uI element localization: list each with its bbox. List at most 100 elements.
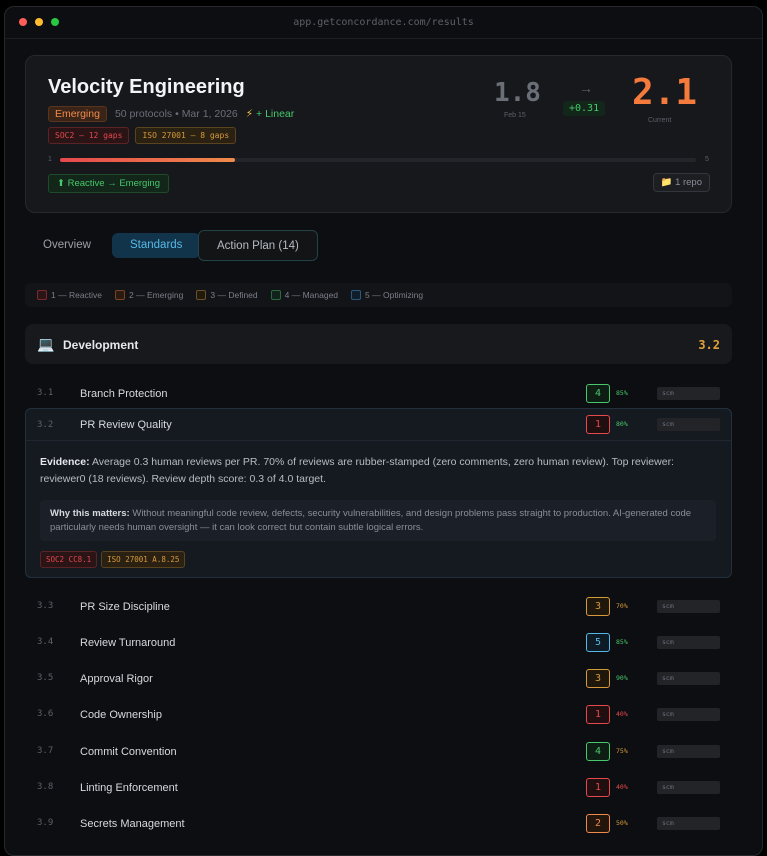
legend-item-optimizing: 5 — Optimizing [351, 290, 423, 300]
level-badge: 1 [586, 778, 610, 797]
laptop-icon: 💻 [37, 336, 55, 352]
standard-row-approval-rigor[interactable]: 3.5 Approval Rigor 3 90% scm [25, 664, 732, 694]
standard-number: 3.4 [37, 637, 54, 647]
source-tag: scm [657, 817, 720, 830]
standard-number: 3.5 [37, 673, 54, 683]
standard-row-review-turnaround[interactable]: 3.4 Review Turnaround 5 85% scm [25, 628, 732, 658]
legend-swatch [37, 290, 47, 300]
section-score: 3.2 [698, 338, 720, 352]
source-tag: scm [657, 745, 720, 758]
source-tag: scm [657, 672, 720, 685]
soc2-control-badge[interactable]: SOC2 CC8.1 [40, 551, 98, 568]
why-body: Without meaningful code review, defects,… [50, 508, 692, 533]
meta-separator: • [175, 108, 179, 120]
current-score-label: Current [648, 117, 672, 124]
confidence-percent: 85% [616, 638, 628, 646]
track-max-label: 5 [705, 156, 709, 163]
folder-icon: 📁 [660, 177, 673, 188]
confidence-percent: 40% [616, 710, 628, 718]
legend-label: 1 — Reactive [51, 290, 103, 300]
source-tag: scm [657, 387, 720, 400]
results-tabs: Overview Standards Action Plan (14) [25, 230, 325, 261]
confidence-percent: 75% [616, 747, 628, 755]
standard-number: 3.3 [37, 601, 54, 611]
current-score: 2.1 [632, 72, 698, 113]
legend-item-defined: 3 — Defined [196, 290, 258, 300]
repo-count-label: 1 repo [675, 177, 702, 188]
legend-swatch [270, 290, 281, 300]
level-badge: 3 [586, 597, 610, 616]
compliance-gaps: SOC2 — 12 gaps ISO 27001 — 8 gaps [48, 127, 237, 144]
confidence-percent: 40% [616, 783, 628, 791]
standard-name: Approval Rigor [80, 673, 153, 685]
tab-action-plan[interactable]: Action Plan (14) [198, 230, 318, 261]
maturity-trend-badge: ⬆ Reactive → Emerging [48, 174, 169, 193]
lightning-icon: ⚡ [245, 108, 254, 120]
standard-name: Branch Protection [80, 388, 168, 400]
standard-number: 3.7 [37, 746, 54, 756]
confidence-percent: 70% [616, 602, 628, 610]
standard-row-secrets-management[interactable]: 3.9 Secrets Management 2 50% scm [25, 809, 732, 839]
standard-number: 3.8 [37, 782, 54, 792]
evidence-text: Evidence: Average 0.3 human reviews per … [40, 454, 710, 488]
iso-control-badge[interactable]: ISO 27001 A.8.25 [101, 551, 186, 568]
standard-number: 3.6 [37, 709, 54, 719]
title-bar: app.getconcordance.com/results [5, 7, 762, 39]
standard-row-commit-convention[interactable]: 3.7 Commit Convention 4 75% scm [25, 737, 732, 767]
standard-name: Linting Enforcement [80, 782, 178, 794]
legend-label: 3 — Defined [210, 290, 258, 300]
team-summary-card: Velocity Engineering Emerging 50 protoco… [25, 55, 732, 213]
team-name: Velocity Engineering [48, 76, 245, 98]
level-badge: 1 [586, 415, 610, 434]
standard-row-code-ownership[interactable]: 3.6 Code Ownership 1 40% scm [25, 700, 732, 730]
level-badge: 2 [586, 814, 610, 833]
section-header-development[interactable]: 💻 Development 3.2 [25, 324, 732, 364]
standard-row-branch-protection[interactable]: 3.1 Branch Protection 4 85% scm [25, 379, 732, 409]
address-bar[interactable]: app.getconcordance.com/results [293, 17, 474, 28]
tab-standards[interactable]: Standards [112, 233, 201, 258]
maturity-progress-fill [60, 158, 235, 162]
section-name: Development [63, 338, 139, 352]
soc2-gaps-badge[interactable]: SOC2 — 12 gaps [48, 127, 130, 144]
standard-row-pr-review-quality-expanded: 3.2 PR Review Quality 1 80% scm Evidence… [25, 408, 732, 578]
mapped-controls: SOC2 CC8.1 ISO 27001 A.8.25 [40, 551, 186, 568]
standard-name: Code Ownership [80, 709, 162, 721]
window-controls [19, 18, 59, 26]
minimize-window-button[interactable] [35, 18, 43, 26]
evidence-body: Average 0.3 human reviews per PR. 70% of… [40, 456, 674, 485]
team-meta: Emerging 50 protocols • Mar 1, 2026 ⚡ + … [48, 106, 294, 122]
standard-row-pr-size-discipline[interactable]: 3.3 PR Size Discipline 3 70% scm [25, 592, 732, 622]
previous-score: 1.8 [494, 78, 541, 108]
why-this-matters-box: Why this matters: Without meaningful cod… [40, 500, 716, 541]
legend-label: 4 — Managed [284, 290, 339, 300]
standard-name: Commit Convention [80, 746, 177, 758]
repo-count-button[interactable]: 📁 1 repo [652, 173, 710, 192]
confidence-percent: 90% [616, 674, 628, 682]
level-badge: 5 [586, 633, 610, 652]
maturity-level-badge: Emerging [48, 106, 107, 122]
close-window-button[interactable] [19, 18, 27, 26]
level-badge: 4 [586, 742, 610, 761]
previous-score-date: Feb 15 [504, 112, 526, 119]
linear-integration-link[interactable]: + Linear [256, 108, 295, 120]
score-delta: +0.31 [563, 101, 606, 116]
legend-label: 5 — Optimizing [365, 290, 424, 300]
standard-number: 3.9 [37, 818, 54, 828]
standard-name: PR Size Discipline [80, 601, 170, 613]
maximize-window-button[interactable] [51, 18, 59, 26]
legend-item-emerging: 2 — Emerging [115, 290, 183, 300]
evidence-label: Evidence: [40, 456, 90, 468]
legend-item-managed: 4 — Managed [270, 290, 339, 300]
iso-gaps-badge[interactable]: ISO 27001 — 8 gaps [135, 127, 237, 144]
standard-row-pr-review-quality[interactable]: 3.2 PR Review Quality 1 80% scm [26, 409, 731, 441]
standard-row-linting-enforcement[interactable]: 3.8 Linting Enforcement 1 40% scm [25, 773, 732, 803]
confidence-percent: 50% [616, 819, 628, 827]
source-tag: scm [657, 636, 720, 649]
maturity-legend: 1 — Reactive 2 — Emerging 3 — Defined 4 … [25, 283, 732, 307]
source-tag: scm [657, 418, 720, 431]
confidence-percent: 80% [616, 420, 628, 428]
legend-swatch [196, 290, 207, 300]
arrow-right-icon: → [579, 80, 593, 96]
tab-overview[interactable]: Overview [43, 239, 91, 251]
standard-name: Review Turnaround [80, 637, 176, 649]
